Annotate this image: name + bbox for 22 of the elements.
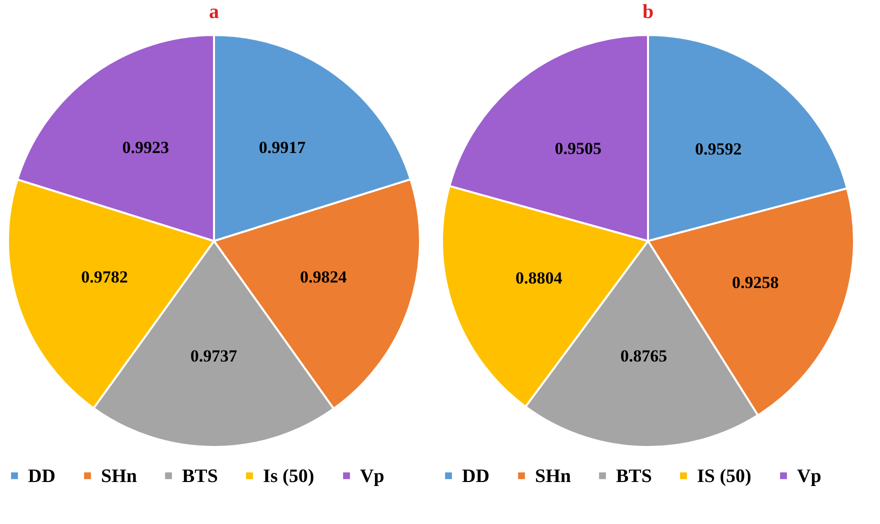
data-label: 0.9592: [695, 140, 742, 159]
data-label: 0.9917: [258, 138, 306, 158]
legend-label: SHn: [535, 466, 572, 487]
data-label: 0.8765: [620, 346, 668, 366]
legend-label: BTS: [616, 466, 652, 487]
legend-label: BTS: [182, 466, 218, 487]
legend-label: DD: [462, 466, 490, 487]
legend-label: Vp: [797, 466, 822, 487]
data-label: 0.9258: [732, 273, 779, 292]
data-label: 0.9737: [190, 346, 238, 366]
legend-label: SHn: [101, 466, 138, 487]
legend-label: IS (50): [697, 466, 752, 487]
data-label: 0.8804: [516, 268, 563, 288]
legend-label: Is (50): [263, 466, 314, 487]
legend-label: Vp: [360, 466, 384, 487]
data-label: 0.9505: [554, 139, 602, 158]
data-label: 0.9782: [81, 267, 128, 286]
legend-label: DD: [28, 466, 56, 487]
chart-title: b: [642, 1, 654, 23]
data-label: 0.9824: [300, 268, 348, 287]
chart-title: a: [209, 1, 219, 23]
data-label: 0.9923: [122, 138, 170, 158]
